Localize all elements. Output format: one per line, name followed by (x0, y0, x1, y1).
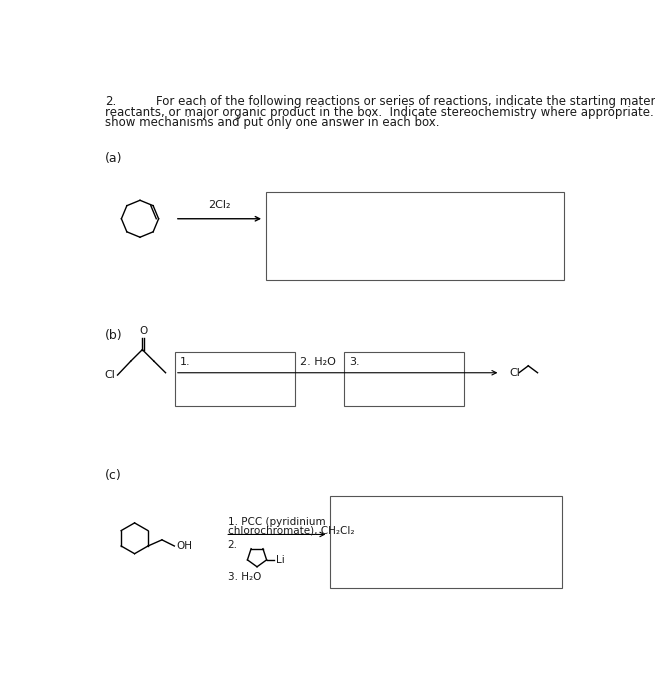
Text: 3. H₂O: 3. H₂O (227, 572, 261, 582)
Bar (344, 352, 464, 406)
Text: chlorochromate), CH₂Cl₂: chlorochromate), CH₂Cl₂ (227, 526, 354, 536)
Text: 3.: 3. (349, 356, 360, 367)
Text: Cl: Cl (510, 368, 521, 378)
Bar (330, 496, 563, 588)
Text: 2.: 2. (227, 540, 238, 550)
Text: 2. H₂O: 2. H₂O (299, 358, 335, 368)
Text: OH: OH (176, 541, 192, 551)
Text: Li: Li (276, 555, 285, 565)
Bar (265, 192, 564, 280)
Text: (c): (c) (105, 469, 122, 482)
Text: 1. PCC (pyridinium: 1. PCC (pyridinium (227, 517, 325, 526)
Text: 1.: 1. (180, 356, 191, 367)
Text: 2.: 2. (105, 94, 117, 108)
Text: (b): (b) (105, 329, 122, 342)
Text: Cl: Cl (104, 370, 115, 380)
Text: 2Cl₂: 2Cl₂ (208, 199, 231, 209)
Text: reactants, or major organic product in the box.  Indicate stereochemistry where : reactants, or major organic product in t… (105, 106, 655, 118)
Text: (a): (a) (105, 152, 122, 164)
Bar (175, 352, 295, 406)
Text: O: O (139, 326, 147, 336)
Text: For each of the following reactions or series of reactions, indicate the startin: For each of the following reactions or s… (155, 94, 655, 108)
Text: show mechanisms and put only one answer in each box.: show mechanisms and put only one answer … (105, 116, 440, 130)
